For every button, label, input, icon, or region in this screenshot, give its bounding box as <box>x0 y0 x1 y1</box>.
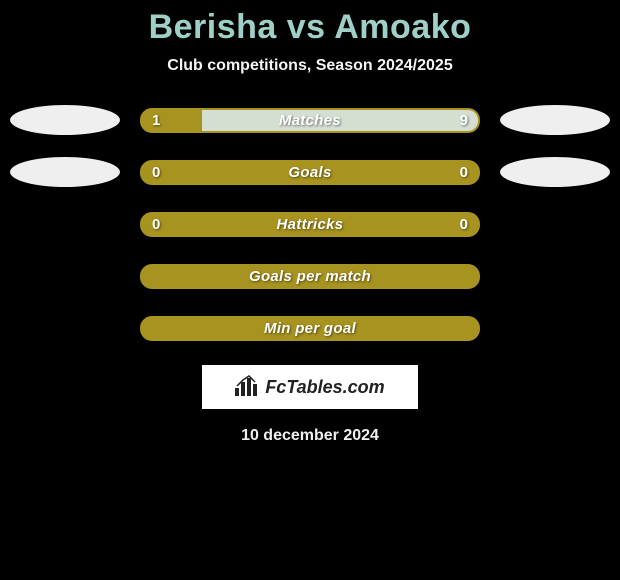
stat-rows: 1 9 Matches 0 0 Goals 0 0 Hattricks Goals per mat… <box>0 105 620 343</box>
stat-value-right: 0 <box>460 164 468 181</box>
comparison-card: Berisha vs Amoako Club competitions, Sea… <box>0 0 620 580</box>
stat-row-hattricks: 0 0 Hattricks <box>0 209 620 239</box>
stat-bar-goals-per-match: Goals per match <box>140 264 480 289</box>
fill-left <box>142 214 149 235</box>
stat-row-goals-per-match: Goals per match <box>0 261 620 291</box>
stat-value-left: 0 <box>152 216 160 233</box>
stat-value-right: 0 <box>460 216 468 233</box>
stat-value-left: 0 <box>152 164 160 181</box>
fill-left <box>142 162 149 183</box>
stat-label: Hattricks <box>277 216 344 233</box>
logo-text: FcTables.com <box>265 377 384 398</box>
logo-bars-icon <box>235 374 261 401</box>
stat-bar-min-per-goal: Min per goal <box>140 316 480 341</box>
page-title: Berisha vs Amoako <box>0 0 620 47</box>
stat-bar-matches: 1 9 Matches <box>140 108 480 133</box>
footer-date: 10 december 2024 <box>0 427 620 445</box>
player-left-ellipse <box>10 157 120 187</box>
stat-value-right: 9 <box>460 112 468 129</box>
stat-bar-hattricks: 0 0 Hattricks <box>140 212 480 237</box>
player-left-ellipse <box>10 105 120 135</box>
stat-label: Goals per match <box>249 268 371 285</box>
player-right-ellipse <box>500 157 610 187</box>
stat-row-min-per-goal: Min per goal <box>0 313 620 343</box>
stat-label: Min per goal <box>264 320 356 337</box>
stat-value-left: 1 <box>152 112 160 129</box>
stat-row-goals: 0 0 Goals <box>0 157 620 187</box>
player-right-ellipse <box>500 105 610 135</box>
stat-label: Goals <box>288 164 331 181</box>
stat-row-matches: 1 9 Matches <box>0 105 620 135</box>
stat-label: Matches <box>279 112 341 129</box>
stat-bar-goals: 0 0 Goals <box>140 160 480 185</box>
logo-box: FcTables.com <box>202 365 418 409</box>
page-subtitle: Club competitions, Season 2024/2025 <box>0 57 620 75</box>
